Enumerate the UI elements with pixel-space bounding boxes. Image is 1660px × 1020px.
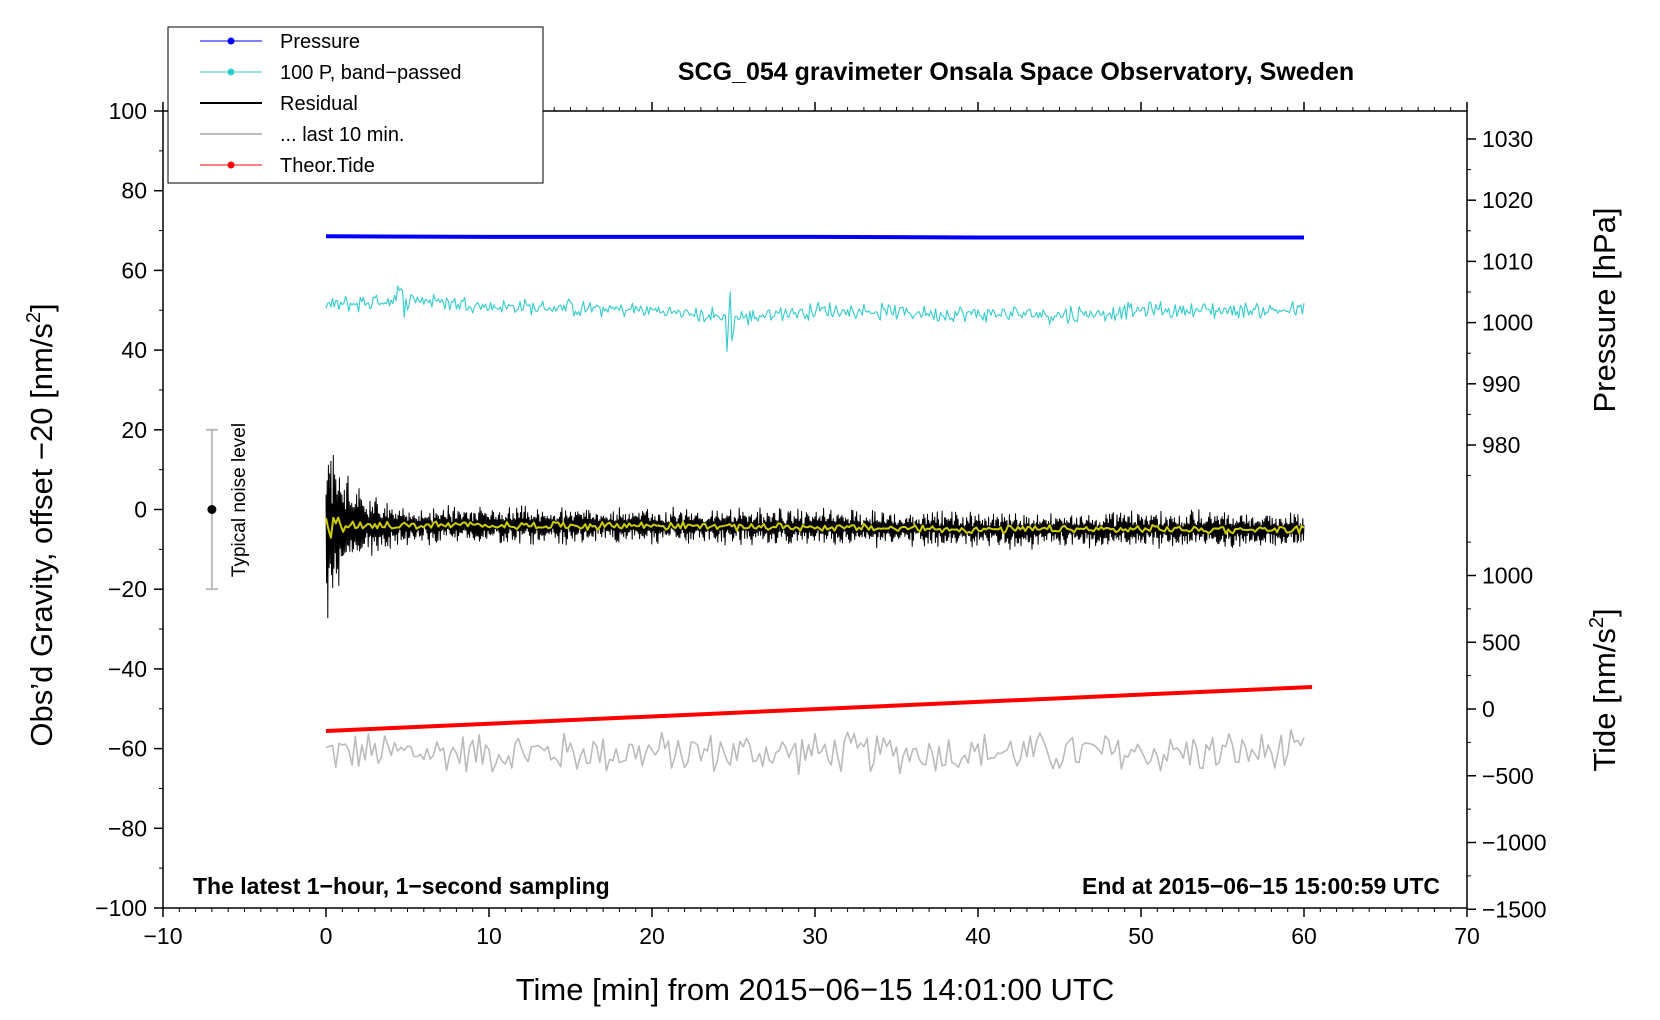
x-axis-label: Time [min] from 2015−06−15 14:01:00 UTC (516, 972, 1115, 1007)
x-tick-label: 50 (1128, 923, 1154, 949)
y-tick-label: −20 (108, 576, 147, 602)
tide-tick-label: 0 (1482, 696, 1495, 722)
y-tick-label: −100 (95, 895, 147, 921)
tide-axis-label-sup: 2 (1586, 617, 1608, 628)
tide-tick-label: 500 (1482, 629, 1520, 655)
y-tick-label: 0 (134, 497, 147, 523)
chart-title: SCG_054 gravimeter Onsala Space Observat… (678, 58, 1354, 86)
legend: Pressure 100 P, band−passed Residual ... la… (167, 26, 544, 184)
y-tick-label: −40 (108, 656, 147, 682)
legend-label: ... last 10 min. (280, 124, 405, 146)
y-axis-label: Obs’d Gravity, offset −20 [nm/s2] (23, 303, 59, 746)
legend-box (167, 26, 544, 184)
tide-axis-label-text: Tide [nm/s (1587, 628, 1622, 772)
noise-indicator (205, 428, 218, 591)
series-residual (325, 454, 1305, 619)
noise-center-dot (207, 505, 217, 514)
pressure-tick-label: 990 (1482, 371, 1520, 397)
y-tick-label: −60 (108, 736, 147, 762)
x-tick-label: −10 (143, 923, 182, 949)
legend-label: 100 P, band−passed (280, 62, 461, 84)
y-tick-label: 60 (121, 257, 147, 283)
tide-tick-label: −1000 (1482, 830, 1547, 856)
y-tick-label: 40 (121, 337, 147, 363)
y-axis-label-text: Obs’d Gravity, offset −20 [nm/s (24, 323, 59, 747)
legend-label: Theor.Tide (280, 155, 375, 177)
legend-marker (227, 68, 235, 76)
y-tick-label: −80 (108, 815, 147, 841)
series-last-10-min (325, 728, 1305, 776)
legend-label: Pressure (280, 31, 360, 53)
y-axis-label-end: ] (24, 303, 59, 312)
pressure-axis-label: Pressure [hPa] (1587, 207, 1622, 412)
y-tick-label: 100 (109, 98, 147, 124)
series-band-passed (325, 285, 1305, 353)
x-tick-label: 40 (965, 923, 991, 949)
x-tick-label: 0 (320, 923, 333, 949)
pressure-tick-label: 1000 (1482, 310, 1533, 336)
legend-marker (227, 37, 235, 45)
pressure-tick-label: 1010 (1482, 248, 1533, 274)
series-smoothed-residual (325, 516, 1305, 539)
pressure-tick-label: 980 (1482, 432, 1520, 458)
noise-indicator-label: Typical noise level (229, 423, 250, 577)
pressure-tick-label: 1030 (1482, 126, 1533, 152)
series-layer (325, 234, 1313, 776)
x-tick-label: 70 (1454, 923, 1480, 949)
series-theor-tide (325, 685, 1313, 733)
x-tick-label: 30 (802, 923, 828, 949)
axes: −10 0 10 20 30 40 50 60 70−100−80−60−40−20020406… (95, 98, 1546, 949)
x-tick-label: 60 (1291, 923, 1317, 949)
tide-tick-label: −1500 (1482, 896, 1547, 922)
y-tick-label: 80 (121, 178, 147, 204)
y-tick-label: 20 (121, 417, 147, 443)
x-tick-label: 10 (476, 923, 502, 949)
tide-axis-label-end: ] (1587, 608, 1622, 617)
tide-tick-label: 1000 (1482, 563, 1533, 589)
y-axis-label-sup: 2 (23, 312, 45, 323)
pressure-tick-label: 1020 (1482, 187, 1533, 213)
tide-axis-label: Tide [nm/s2] (1586, 608, 1622, 771)
note-end-time: End at 2015−06−15 15:00:59 UTC (1082, 873, 1440, 899)
tide-tick-label: −500 (1482, 763, 1534, 789)
legend-marker (227, 161, 235, 169)
legend-label: Residual (280, 93, 358, 115)
series-pressure (325, 234, 1304, 240)
note-sampling: The latest 1−hour, 1−second sampling (193, 873, 610, 899)
x-tick-label: 20 (639, 923, 665, 949)
